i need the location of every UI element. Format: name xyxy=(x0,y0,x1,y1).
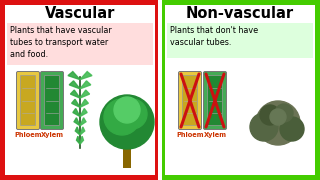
FancyBboxPatch shape xyxy=(182,75,197,125)
Text: Plants that don't have
vascular tubes.: Plants that don't have vascular tubes. xyxy=(170,26,258,47)
Circle shape xyxy=(117,99,147,129)
Bar xyxy=(167,23,313,58)
Polygon shape xyxy=(70,90,80,98)
FancyBboxPatch shape xyxy=(41,71,63,129)
Bar xyxy=(7,23,153,65)
Text: Phloem: Phloem xyxy=(14,132,42,138)
Text: Vascular: Vascular xyxy=(45,6,115,21)
Text: Xylem: Xylem xyxy=(40,132,64,138)
Text: Non-vascular: Non-vascular xyxy=(186,6,294,21)
Bar xyxy=(5,5,155,175)
Circle shape xyxy=(114,97,140,123)
Circle shape xyxy=(280,117,304,141)
FancyBboxPatch shape xyxy=(207,75,222,125)
Polygon shape xyxy=(80,99,88,107)
Circle shape xyxy=(260,105,280,125)
Text: Xylem: Xylem xyxy=(204,132,227,138)
Circle shape xyxy=(256,101,300,145)
Circle shape xyxy=(275,104,293,122)
FancyBboxPatch shape xyxy=(17,71,39,129)
Polygon shape xyxy=(80,127,85,135)
Text: Phloem: Phloem xyxy=(176,132,204,138)
Polygon shape xyxy=(72,99,80,107)
FancyBboxPatch shape xyxy=(44,75,60,125)
Polygon shape xyxy=(68,72,80,80)
Bar xyxy=(123,140,131,168)
Polygon shape xyxy=(74,118,80,126)
Polygon shape xyxy=(75,127,80,135)
Polygon shape xyxy=(73,109,80,116)
Polygon shape xyxy=(80,81,91,89)
Polygon shape xyxy=(80,90,90,98)
Polygon shape xyxy=(69,81,80,89)
Circle shape xyxy=(104,99,140,135)
FancyBboxPatch shape xyxy=(179,71,202,129)
Bar xyxy=(158,0,162,180)
FancyBboxPatch shape xyxy=(20,75,36,125)
Text: Plants that have vascular
tubes to transport water
and food.: Plants that have vascular tubes to trans… xyxy=(10,26,112,59)
Polygon shape xyxy=(80,118,86,126)
Circle shape xyxy=(270,109,286,125)
FancyBboxPatch shape xyxy=(204,71,227,129)
Polygon shape xyxy=(76,136,80,144)
Circle shape xyxy=(100,95,154,149)
Bar xyxy=(0,0,160,180)
Polygon shape xyxy=(80,136,84,144)
Bar xyxy=(160,0,320,180)
Circle shape xyxy=(250,113,278,141)
Polygon shape xyxy=(80,72,92,80)
Bar xyxy=(165,5,315,175)
Polygon shape xyxy=(80,109,87,116)
